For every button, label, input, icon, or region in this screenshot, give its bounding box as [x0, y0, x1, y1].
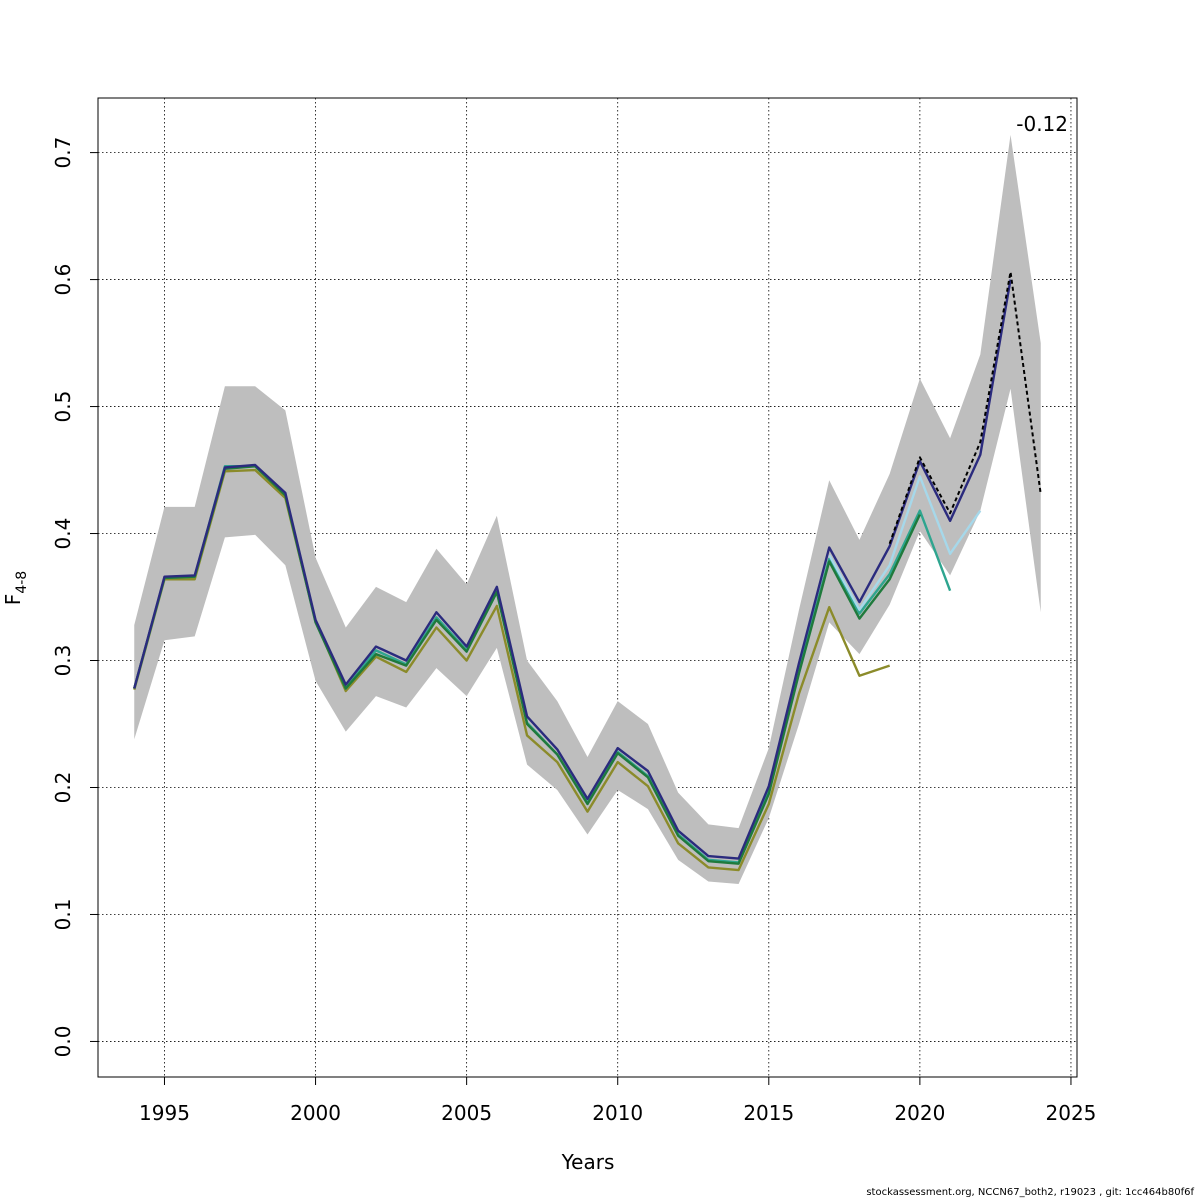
- series-lines: [133, 270, 1042, 872]
- confidence-band-area: [134, 134, 1041, 884]
- y-axis-title-main: F: [1, 594, 25, 606]
- series-line-6: [888, 270, 1042, 545]
- y-axis-title-subscript: 4-8: [14, 571, 30, 594]
- x-tick-label: 2015: [743, 1101, 794, 1125]
- x-axis-title: Years: [561, 1150, 615, 1174]
- y-axis-title: F4-8: [1, 571, 30, 605]
- y-tick-label: 0.7: [51, 137, 75, 169]
- footer-text: stockassessment.org, NCCN67_both2, r1902…: [866, 1187, 1194, 1198]
- series-line-1: [133, 468, 891, 872]
- x-tick-label: 2000: [290, 1101, 341, 1125]
- series-line-5: [133, 279, 1012, 860]
- y-tick-label: 0.0: [51, 1026, 75, 1058]
- confidence-band: [134, 134, 1041, 884]
- series-line-3: [828, 475, 982, 611]
- x-tick-label: 2025: [1046, 1101, 1097, 1125]
- grid-lines: [98, 98, 1077, 1077]
- y-tick-label: 0.1: [51, 899, 75, 931]
- x-tick-label: 2020: [894, 1101, 945, 1125]
- y-tick-label: 0.6: [51, 264, 75, 296]
- x-tick-label: 2010: [592, 1101, 643, 1125]
- y-tick-label: 0.2: [51, 772, 75, 804]
- plot-frame: [97, 97, 1078, 1078]
- x-tick-label: 1995: [139, 1101, 190, 1125]
- y-tick-label: 0.4: [51, 518, 75, 550]
- x-tick-label: 2005: [441, 1101, 492, 1125]
- series-line-4: [133, 465, 921, 865]
- y-tick-label: 0.3: [51, 645, 75, 677]
- y-axis: 0.0 0.1 0.2 0.3 0.4 0.5 0.6 0.7: [51, 137, 99, 1058]
- x-axis: 1995 2000 2005 2010 2015 2020 2025: [139, 1076, 1097, 1125]
- y-tick-label: 0.5: [51, 391, 75, 423]
- rho-annotation: -0.12: [1016, 112, 1068, 136]
